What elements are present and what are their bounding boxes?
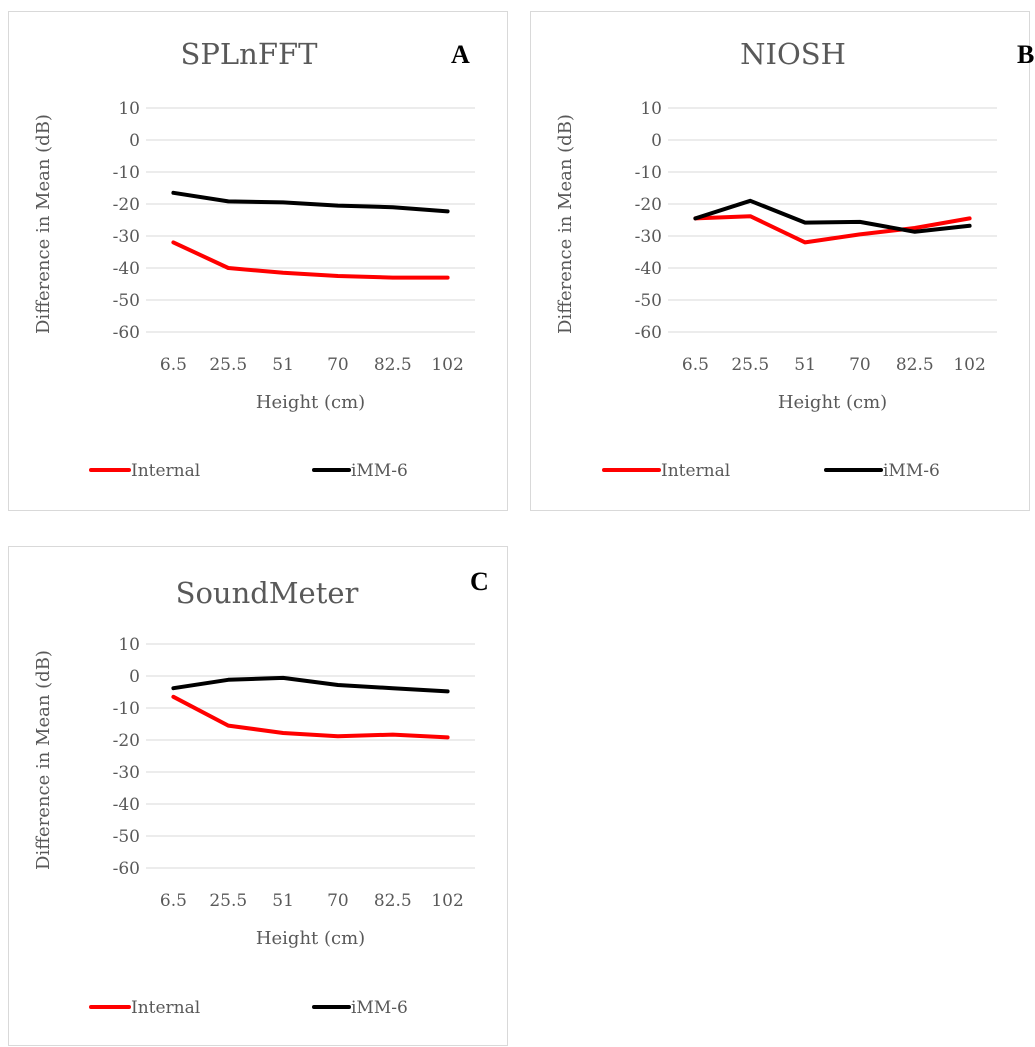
x-tick-label: 102 bbox=[431, 355, 463, 375]
x-tick-label: 25.5 bbox=[209, 891, 247, 911]
y-tick-label: -10 bbox=[113, 163, 140, 183]
y-tick-label: -20 bbox=[113, 195, 140, 215]
y-tick-label: -10 bbox=[635, 163, 662, 183]
y-tick-label: 10 bbox=[118, 635, 140, 655]
legend-label-imm6: iMM-6 bbox=[351, 998, 408, 1018]
y-tick-label: -20 bbox=[635, 195, 662, 215]
x-tick-label: 82.5 bbox=[374, 355, 412, 375]
x-axis-title: Height (cm) bbox=[778, 392, 887, 413]
x-tick-label: 6.5 bbox=[160, 891, 187, 911]
y-tick-label: -50 bbox=[113, 827, 140, 847]
y-tick-label: -50 bbox=[635, 291, 662, 311]
x-tick-label: 51 bbox=[272, 891, 294, 911]
legend-label-internal: Internal bbox=[131, 998, 200, 1018]
y-tick-label: -40 bbox=[635, 259, 662, 279]
y-tick-label: -30 bbox=[635, 227, 662, 247]
chart-panel-b: NIOSH 10 0 -10 -20 -30 -40 -50 -60 6.5 25.5 51 70 82.… bbox=[530, 11, 1034, 511]
x-tick-label: 51 bbox=[794, 355, 816, 375]
x-tick-label: 102 bbox=[953, 355, 985, 375]
y-tick-label: -60 bbox=[113, 859, 140, 879]
x-tick-label: 82.5 bbox=[896, 355, 934, 375]
legend-label-imm6: iMM-6 bbox=[883, 461, 940, 481]
y-tick-label: -30 bbox=[113, 763, 140, 783]
chart-svg-a: SPLnFFT 10 0 -10 -20 -30 -40 -50 -60 6.5 25.5 51 70 8… bbox=[33, 37, 475, 481]
x-tick-label: 25.5 bbox=[209, 355, 247, 375]
series-line-imm6 bbox=[171, 675, 450, 694]
x-axis-title: Height (cm) bbox=[256, 928, 365, 949]
y-axis-title: Difference in Mean (dB) bbox=[555, 114, 576, 334]
y-tick-label: -10 bbox=[113, 699, 140, 719]
chart-svg-b: NIOSH 10 0 -10 -20 -30 -40 -50 -60 6.5 25.5 51 70 82.… bbox=[555, 37, 997, 481]
y-axis-title: Difference in Mean (dB) bbox=[33, 114, 54, 334]
x-axis-title: Height (cm) bbox=[256, 392, 365, 413]
series-line-imm6 bbox=[171, 190, 450, 214]
x-tick-label: 70 bbox=[327, 355, 349, 375]
panel-label-a: A bbox=[451, 40, 470, 69]
y-tick-label: 0 bbox=[129, 131, 140, 151]
y-tick-label: -60 bbox=[635, 323, 662, 343]
series-line-internal bbox=[693, 214, 972, 245]
y-tick-label: 0 bbox=[651, 131, 662, 151]
x-tick-label: 82.5 bbox=[374, 891, 412, 911]
chart-panel-c: SoundMeter 10 0 -10 -20 -30 -40 -50 -60 6.5 25.5 51… bbox=[8, 546, 508, 1046]
chart-title-a: SPLnFFT bbox=[181, 37, 319, 71]
x-tick-label: 70 bbox=[327, 891, 349, 911]
x-tick-label: 51 bbox=[272, 355, 294, 375]
y-tick-label: -40 bbox=[113, 259, 140, 279]
y-tick-label: -20 bbox=[113, 731, 140, 751]
legend-label-internal: Internal bbox=[661, 461, 730, 481]
panel-label-b: B bbox=[1017, 40, 1035, 69]
y-tick-label: 10 bbox=[118, 99, 140, 119]
legend-label-imm6: iMM-6 bbox=[351, 461, 408, 481]
chart-title-c: SoundMeter bbox=[176, 576, 359, 610]
y-tick-label: -60 bbox=[113, 323, 140, 343]
x-tick-label: 70 bbox=[849, 355, 871, 375]
y-tick-label: -40 bbox=[113, 795, 140, 815]
x-tick-label: 102 bbox=[431, 891, 463, 911]
y-tick-label: -30 bbox=[113, 227, 140, 247]
x-tick-label: 25.5 bbox=[731, 355, 769, 375]
legend-label-internal: Internal bbox=[131, 461, 200, 481]
series-line-imm6 bbox=[693, 198, 972, 234]
y-tick-label: 0 bbox=[129, 667, 140, 687]
series-line-internal bbox=[171, 694, 450, 740]
panel-label-c: C bbox=[470, 567, 489, 596]
y-tick-label: 10 bbox=[640, 99, 662, 119]
x-tick-label: 6.5 bbox=[682, 355, 709, 375]
y-axis-title: Difference in Mean (dB) bbox=[33, 650, 54, 870]
chart-title-b: NIOSH bbox=[740, 37, 846, 71]
x-tick-label: 6.5 bbox=[160, 355, 187, 375]
y-tick-label: -50 bbox=[113, 291, 140, 311]
chart-panel-a: SPLnFFT 10 0 -10 -20 -30 -40 -50 -60 6.5 25.5 51 70 8… bbox=[8, 11, 508, 511]
chart-svg-c: SoundMeter 10 0 -10 -20 -30 -40 -50 -60 6.5 25.5 51… bbox=[33, 576, 475, 1018]
series-line-internal bbox=[171, 240, 450, 280]
